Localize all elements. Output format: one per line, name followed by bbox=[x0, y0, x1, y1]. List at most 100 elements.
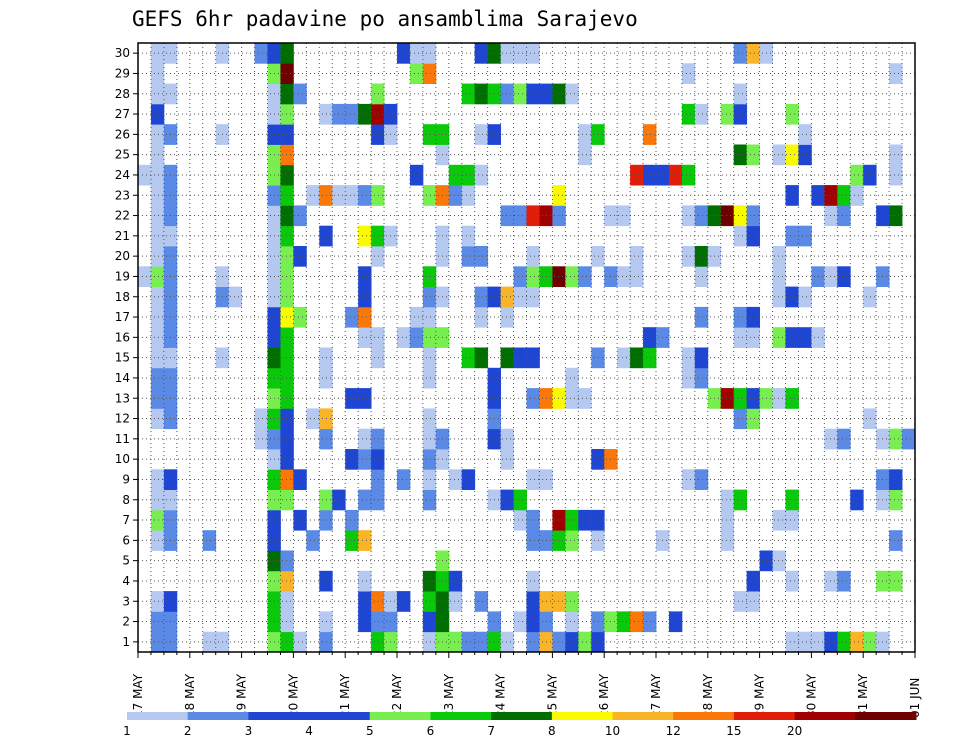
y-axis: 1234567891011121314151617181920212223242… bbox=[115, 46, 138, 649]
cell-member-2-step-17 bbox=[358, 611, 372, 633]
cell-member-6-step-17 bbox=[358, 530, 372, 551]
y-tick-label: 9 bbox=[122, 472, 130, 486]
cell-member-4-step-24 bbox=[448, 570, 463, 592]
cell-member-14-step-42 bbox=[681, 367, 696, 389]
cell-member-15-step-30 bbox=[526, 347, 540, 369]
cell-member-11-step-17 bbox=[358, 428, 372, 450]
cell-member-29-step-1 bbox=[150, 63, 165, 84]
cell-member-23-step-53 bbox=[824, 185, 838, 206]
cell-member-17-step-46 bbox=[733, 306, 748, 328]
cell-member-9-step-22 bbox=[422, 469, 437, 490]
cell-member-16-step-20 bbox=[397, 327, 411, 348]
cell-member-1-step-53 bbox=[824, 631, 838, 653]
cell-member-15-step-43 bbox=[694, 347, 709, 369]
cell-member-25-step-46 bbox=[733, 144, 748, 166]
cell-member-30-step-9 bbox=[254, 43, 268, 64]
cell-member-19-step-54 bbox=[837, 266, 851, 287]
y-tick-label: 8 bbox=[122, 493, 130, 507]
cell-member-2-step-29 bbox=[513, 611, 527, 633]
cell-member-20-step-12 bbox=[293, 246, 307, 267]
cell-member-27-step-14 bbox=[319, 103, 333, 125]
cell-member-6-step-35 bbox=[591, 530, 605, 551]
cell-member-17-step-17 bbox=[358, 306, 372, 328]
legend-swatch bbox=[369, 712, 431, 720]
cell-member-7-step-45 bbox=[720, 509, 735, 531]
cell-member-17-step-1 bbox=[150, 306, 165, 328]
y-tick-label: 20 bbox=[115, 249, 130, 263]
cell-member-12-step-46 bbox=[733, 408, 748, 430]
cell-member-2-step-30 bbox=[526, 611, 540, 633]
cell-member-21-step-14 bbox=[319, 225, 333, 247]
cell-member-17-step-22 bbox=[422, 306, 437, 328]
cell-member-28-step-33 bbox=[565, 83, 579, 105]
cell-member-29-step-42 bbox=[681, 63, 696, 84]
cell-member-8-step-46 bbox=[733, 489, 748, 511]
cell-member-15-step-42 bbox=[681, 347, 696, 369]
y-tick-label: 26 bbox=[115, 127, 130, 141]
cell-member-16-step-50 bbox=[785, 327, 799, 348]
legend-swatch bbox=[733, 712, 796, 720]
cell-member-20-step-11 bbox=[280, 246, 294, 267]
cell-member-21-step-25 bbox=[461, 225, 476, 247]
cell-member-24-step-26 bbox=[474, 164, 489, 186]
cell-member-22-step-30 bbox=[526, 205, 540, 227]
cell-member-11-step-9 bbox=[254, 428, 268, 450]
cell-member-17-step-47 bbox=[746, 306, 760, 328]
cell-member-26-step-18 bbox=[371, 124, 385, 145]
legend-tick-label: 6 bbox=[427, 724, 435, 738]
cell-member-23-step-11 bbox=[280, 185, 294, 206]
cell-member-30-step-21 bbox=[409, 43, 424, 64]
y-tick-label: 28 bbox=[115, 87, 130, 101]
cell-member-2-step-33 bbox=[565, 611, 579, 633]
cell-member-29-step-58 bbox=[889, 63, 903, 84]
x-tick-label: 23 MAY bbox=[442, 673, 456, 718]
cell-member-17-step-16 bbox=[345, 306, 359, 328]
cell-member-25-step-51 bbox=[798, 144, 812, 166]
cell-member-1-step-14 bbox=[319, 631, 333, 653]
cell-member-15-step-37 bbox=[617, 347, 631, 369]
cell-member-23-step-13 bbox=[306, 185, 320, 206]
cell-member-9-step-42 bbox=[681, 469, 696, 490]
cell-member-18-step-30 bbox=[526, 286, 540, 308]
cell-member-1-step-34 bbox=[578, 631, 592, 653]
cell-member-2-step-39 bbox=[643, 611, 657, 633]
cell-member-19-step-22 bbox=[422, 266, 437, 287]
cell-member-9-step-11 bbox=[280, 469, 294, 490]
cell-member-9-step-43 bbox=[694, 469, 709, 490]
cell-member-15-step-11 bbox=[280, 347, 294, 369]
cell-member-25-step-34 bbox=[578, 144, 592, 166]
y-tick-label: 19 bbox=[115, 269, 130, 283]
cell-member-18-step-28 bbox=[500, 286, 514, 308]
cell-member-3-step-17 bbox=[358, 591, 372, 612]
cell-member-27-step-50 bbox=[785, 103, 799, 125]
cell-member-2-step-18 bbox=[371, 611, 385, 633]
cell-member-24-step-39 bbox=[643, 164, 657, 186]
cell-member-7-step-1 bbox=[150, 509, 165, 531]
cell-member-10-step-17 bbox=[358, 449, 372, 470]
cell-member-13-step-47 bbox=[746, 388, 760, 409]
cell-member-7-step-12 bbox=[293, 509, 307, 531]
cell-member-28-step-28 bbox=[500, 83, 514, 105]
x-tick-label: 01 JUN bbox=[908, 678, 922, 718]
cell-member-22-step-12 bbox=[293, 205, 307, 227]
cell-member-23-step-32 bbox=[552, 185, 566, 206]
cell-member-6-step-45 bbox=[720, 530, 735, 551]
cell-member-11-step-54 bbox=[837, 428, 851, 450]
cell-member-26-step-34 bbox=[578, 124, 592, 145]
cell-member-27-step-16 bbox=[345, 103, 359, 125]
cell-member-4-step-11 bbox=[280, 570, 294, 592]
cell-member-22-step-29 bbox=[513, 205, 527, 227]
cell-member-1-step-32 bbox=[552, 631, 566, 653]
cell-member-6-step-16 bbox=[345, 530, 359, 551]
cell-member-30-step-28 bbox=[500, 43, 514, 64]
cell-member-25-step-58 bbox=[889, 144, 903, 166]
cell-member-4-step-53 bbox=[824, 570, 838, 592]
cell-member-17-step-26 bbox=[474, 306, 489, 328]
cell-member-1-step-5 bbox=[202, 631, 217, 653]
cell-member-14-step-22 bbox=[422, 367, 437, 389]
cell-member-22-step-47 bbox=[746, 205, 760, 227]
cell-member-18-step-26 bbox=[474, 286, 489, 308]
legend-tick-label: 7 bbox=[487, 724, 495, 738]
cell-member-29-step-11 bbox=[280, 63, 294, 84]
cell-member-30-step-26 bbox=[474, 43, 489, 64]
